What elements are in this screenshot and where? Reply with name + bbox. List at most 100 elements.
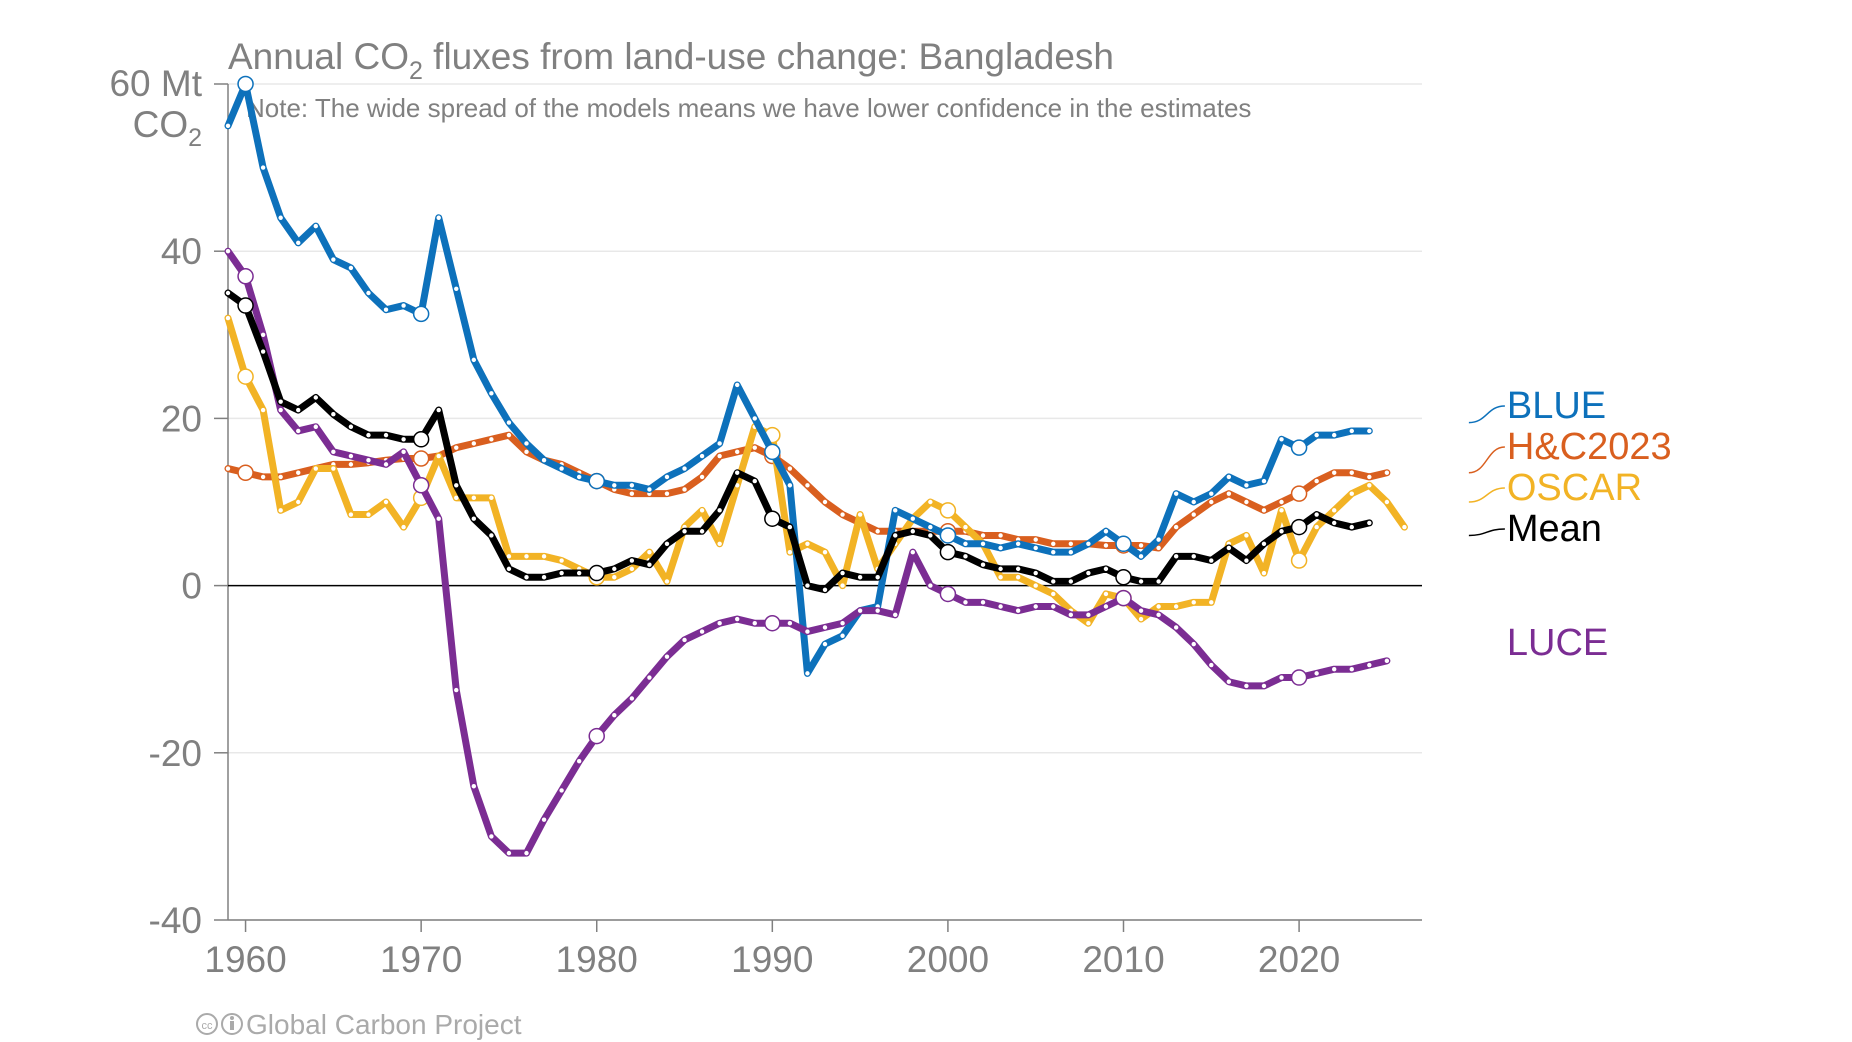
series-line (224, 247, 1391, 857)
creative-commons-icon: cc (196, 1013, 218, 1035)
y-tick-label: -40 (149, 900, 202, 941)
year-marker (1138, 554, 1144, 559)
year-marker (1033, 570, 1038, 576)
year-marker (489, 391, 494, 396)
decade-marker (1290, 552, 1308, 569)
year-marker (1209, 600, 1214, 605)
series-line (224, 289, 1373, 594)
year-marker (541, 554, 547, 559)
year-marker (647, 487, 652, 492)
year-marker (559, 570, 564, 576)
year-marker (1086, 570, 1091, 576)
year-marker (752, 416, 757, 421)
year-marker (506, 420, 512, 425)
year-marker (313, 223, 318, 229)
legend-label: BLUE (1507, 385, 1606, 427)
decade-marker (1115, 535, 1132, 553)
year-marker (1314, 432, 1319, 438)
year-marker (524, 575, 529, 580)
year-marker (506, 554, 512, 559)
year-marker (296, 470, 301, 475)
legend-item-h-c2023: H&C2023 (1468, 426, 1672, 474)
year-marker (1226, 474, 1232, 480)
decade-marker (939, 585, 957, 603)
y-tick-label: 40 (161, 231, 202, 272)
year-marker (524, 441, 529, 446)
year-marker (489, 533, 494, 538)
year-marker (296, 428, 301, 434)
year-marker (857, 575, 863, 580)
year-marker (840, 621, 845, 626)
year-marker (1173, 604, 1179, 609)
year-marker (928, 499, 933, 505)
decade-marker (412, 431, 430, 448)
year-marker (1244, 558, 1249, 563)
year-marker (664, 579, 670, 584)
year-marker (1367, 483, 1372, 488)
year-marker (752, 478, 757, 484)
year-marker (664, 474, 670, 480)
year-marker (489, 437, 494, 442)
year-marker (1367, 662, 1372, 668)
year-marker (331, 257, 336, 262)
year-marker (1156, 612, 1161, 618)
decade-marker (412, 305, 430, 323)
year-marker (1279, 437, 1284, 442)
year-marker (541, 575, 547, 580)
year-marker (1156, 604, 1161, 609)
year-marker (752, 621, 757, 626)
year-marker (629, 558, 635, 563)
year-marker (910, 529, 915, 534)
year-marker (1402, 524, 1407, 530)
year-marker (436, 407, 441, 413)
attribution-icon (221, 1013, 243, 1035)
year-marker (893, 533, 898, 538)
year-marker (454, 687, 459, 693)
series-blue (224, 75, 1373, 677)
legend-connector (1468, 487, 1505, 503)
year-marker (822, 641, 828, 647)
year-marker (682, 637, 687, 643)
year-marker (647, 562, 652, 567)
year-marker (524, 554, 529, 559)
year-marker (1015, 541, 1021, 546)
decade-marker (237, 297, 254, 314)
year-marker (629, 483, 635, 488)
year-marker (1367, 428, 1372, 434)
y-tick-label: 0 (181, 566, 202, 607)
decade-marker (939, 502, 957, 519)
year-marker (1314, 524, 1319, 530)
year-marker (682, 487, 687, 492)
year-marker (260, 407, 266, 413)
year-marker (401, 524, 406, 530)
year-marker (559, 558, 564, 563)
year-marker (225, 466, 231, 471)
year-marker (787, 549, 793, 555)
year-marker (1332, 508, 1337, 513)
year-marker (717, 621, 722, 626)
year-marker (735, 616, 740, 622)
legend-item-luce: LUCE (1507, 622, 1608, 664)
year-marker (1033, 583, 1038, 588)
year-marker (1191, 641, 1196, 647)
year-marker (1051, 549, 1056, 555)
legend-connector (1468, 446, 1505, 474)
year-marker (296, 499, 301, 505)
year-marker (875, 608, 880, 613)
year-marker (260, 349, 266, 354)
year-marker (822, 499, 828, 505)
year-marker (787, 483, 793, 488)
legend-label: H&C2023 (1507, 426, 1672, 468)
year-marker (278, 215, 283, 220)
decade-marker (1290, 518, 1308, 536)
decade-marker (1290, 669, 1308, 686)
year-marker (541, 458, 547, 463)
year-marker (787, 621, 793, 626)
decade-marker (588, 472, 605, 490)
year-marker (506, 566, 512, 572)
y-tick-label: 20 (161, 398, 202, 439)
year-marker (1103, 591, 1109, 597)
legend-item-mean: Mean (1468, 508, 1602, 550)
year-marker (980, 562, 986, 567)
year-marker (401, 449, 406, 455)
